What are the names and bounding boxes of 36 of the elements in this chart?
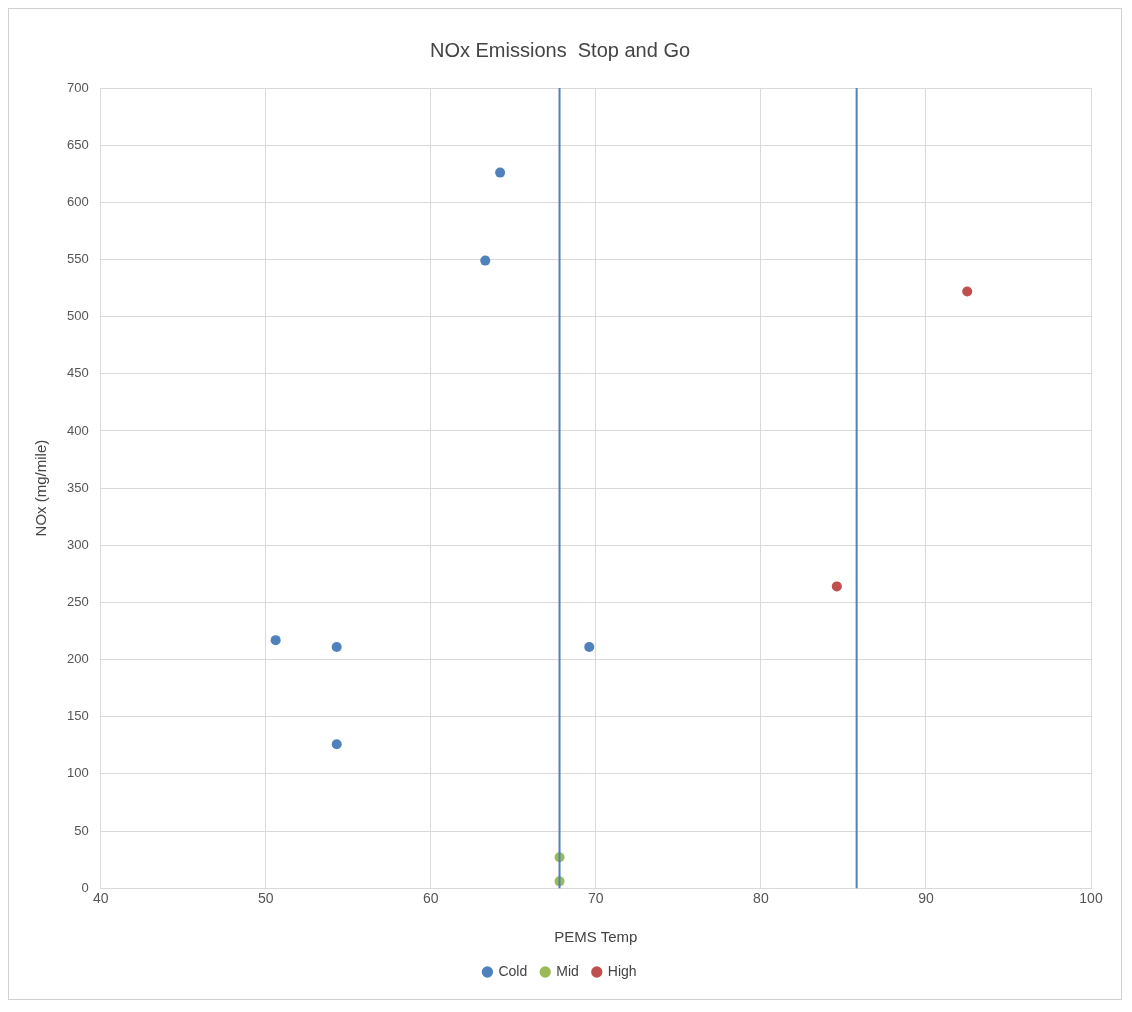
legend-label: Mid [556, 962, 579, 979]
legend-label: High [607, 962, 637, 979]
y-tick-label: 250 [66, 593, 89, 609]
y-tick-label: 650 [66, 136, 89, 152]
y-tick-label: 100 [66, 765, 89, 781]
chart-title: NOx Emissions Stop and Go [429, 38, 691, 61]
y-tick-label: 150 [66, 708, 89, 724]
point [480, 255, 491, 266]
x-axis-title: PEMS Temp [554, 928, 638, 946]
point [831, 581, 842, 592]
y-tick-label: 400 [66, 422, 89, 438]
y-tick-label: 50 [74, 822, 89, 838]
x-tick-label: 50 [257, 890, 274, 907]
y-tick-label: 200 [66, 651, 89, 667]
x-tick-label: 80 [753, 890, 769, 907]
y-tick-label: 600 [66, 193, 89, 209]
x-tick-label: 90 [918, 890, 934, 907]
point [331, 739, 342, 750]
y-tick-label: 0 [81, 879, 89, 895]
point [584, 642, 595, 652]
y-tick-label: 500 [66, 308, 89, 324]
y-tick-label: 350 [66, 479, 89, 495]
x-tick-label: 70 [588, 890, 604, 907]
point [270, 635, 281, 646]
x-tick-label: 100 [1079, 890, 1103, 907]
point [495, 167, 506, 178]
point [331, 642, 342, 652]
y-tick-label: 450 [66, 365, 89, 381]
point [962, 286, 973, 297]
y-tick-label: 700 [66, 79, 89, 95]
y-axis-title: NOx (mg/mile) [32, 439, 50, 537]
y-tick-label: 550 [66, 251, 89, 267]
x-tick-label: 40 [92, 890, 109, 907]
x-tick-label: 60 [423, 890, 439, 907]
y-tick-label: 300 [66, 536, 89, 552]
legend-label: Cold [498, 962, 528, 979]
